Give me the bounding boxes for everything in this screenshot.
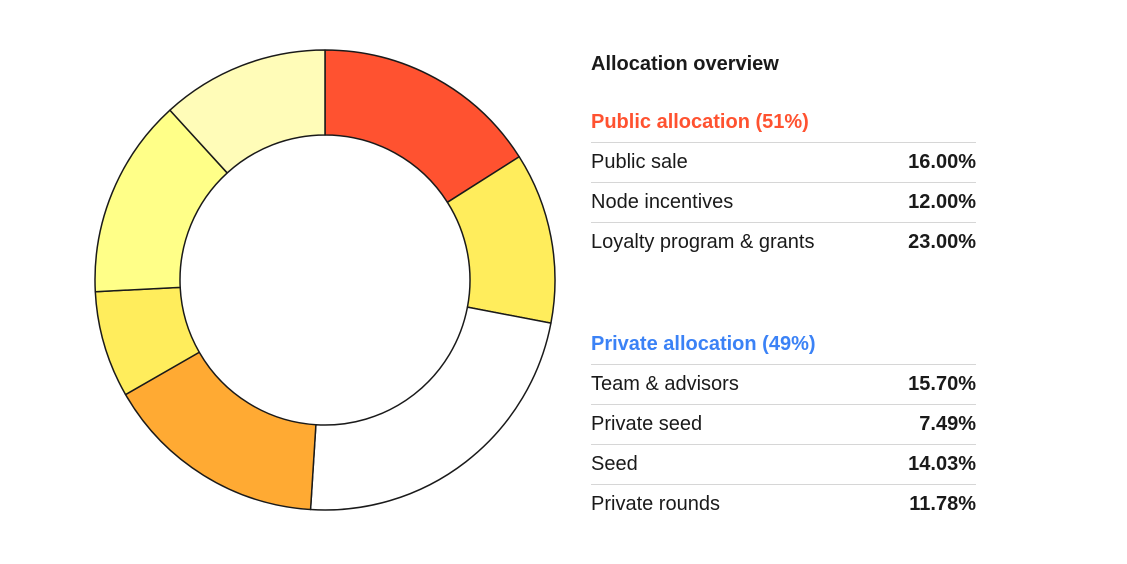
row-value: 23.00% xyxy=(908,231,976,253)
row-value: 12.00% xyxy=(908,191,976,213)
row-label: Public sale xyxy=(591,151,688,173)
row-value: 7.49% xyxy=(919,413,976,435)
legend-title: Allocation overview xyxy=(591,53,779,75)
row-value: 16.00% xyxy=(908,151,976,173)
donut-slice-private-rounds xyxy=(169,49,326,174)
legend-row-seed: Seed 14.03% xyxy=(591,444,976,484)
row-label: Node incentives xyxy=(591,191,734,213)
public-allocation-title: Public allocation (51%) xyxy=(591,111,809,133)
row-value: 14.03% xyxy=(908,453,976,475)
row-label: Private seed xyxy=(591,413,703,435)
legend-row-loyalty-program: Loyalty program & grants 23.00% xyxy=(591,222,976,262)
legend-row-team-advisors: Team & advisors 15.70% xyxy=(591,364,976,404)
allocation-legend: Allocation overview Public allocation (5… xyxy=(591,50,976,524)
legend-row-node-incentives: Node incentives 12.00% xyxy=(591,182,976,222)
row-label: Loyalty program & grants xyxy=(591,231,815,253)
row-value: 15.70% xyxy=(908,373,976,395)
legend-row-public-sale: Public sale 16.00% xyxy=(591,142,976,182)
donut-slice-loyalty-program-grants xyxy=(309,306,552,511)
row-label: Seed xyxy=(591,453,638,475)
legend-row-private-rounds: Private rounds 11.78% xyxy=(591,484,976,524)
row-label: Private rounds xyxy=(591,493,720,515)
allocation-donut-chart xyxy=(94,49,556,511)
legend-row-private-seed: Private seed 7.49% xyxy=(591,404,976,444)
row-value: 11.78% xyxy=(909,493,976,515)
private-allocation-title: Private allocation (49%) xyxy=(591,333,816,355)
row-label: Team & advisors xyxy=(591,373,739,395)
